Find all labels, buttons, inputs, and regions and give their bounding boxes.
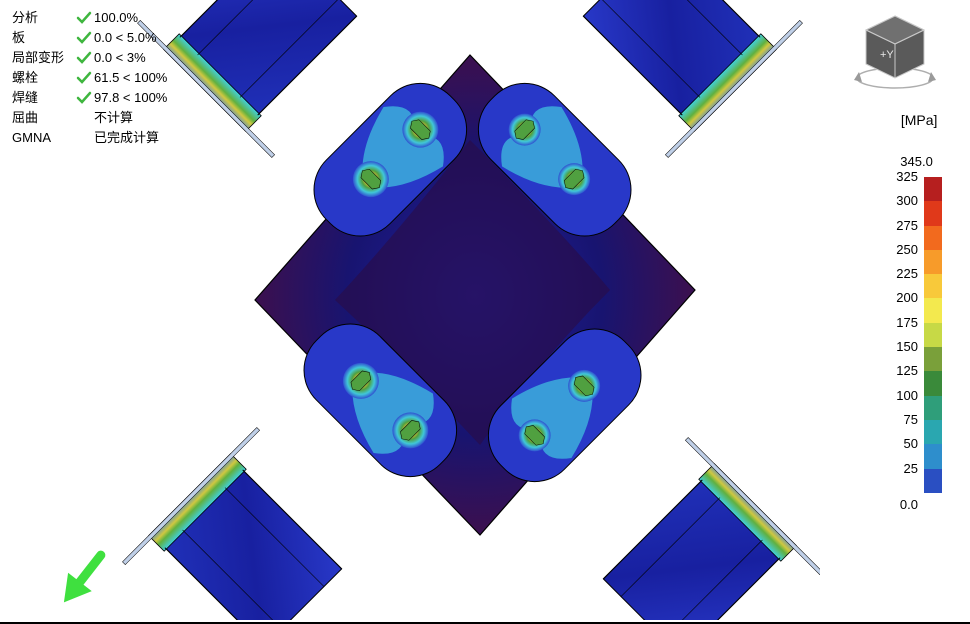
legend-seg (924, 250, 942, 274)
result-row: GMNA 已完成计算 (12, 128, 167, 148)
legend-seg (924, 201, 942, 225)
legend-tick: 325 (896, 171, 918, 195)
legend-tick: 275 (896, 220, 918, 244)
result-row: 分析 100.0% (12, 8, 167, 28)
load-arrow-icon (48, 543, 118, 616)
legend-seg (924, 274, 942, 298)
legend-seg (924, 469, 942, 493)
result-label: 板 (12, 28, 74, 48)
legend-tick: 250 (896, 244, 918, 268)
legend-seg (924, 444, 942, 468)
fea-model (120, 0, 820, 620)
check-icon (74, 30, 94, 46)
result-label: GMNA (12, 128, 74, 148)
result-value: 0.0 < 5.0% (94, 28, 157, 48)
result-row: 局部变形 0.0 < 3% (12, 48, 167, 68)
legend-tick: 300 (896, 195, 918, 219)
result-value: 61.5 < 100% (94, 68, 167, 88)
legend-min: 0.0 (896, 497, 942, 512)
result-label: 屈曲 (12, 108, 74, 128)
legend-seg (924, 347, 942, 371)
legend-tick: 125 (896, 365, 918, 389)
legend-seg (924, 226, 942, 250)
result-value: 0.0 < 3% (94, 48, 146, 68)
legend-tick: 175 (896, 317, 918, 341)
legend-seg (924, 298, 942, 322)
result-row: 焊缝 97.8 < 100% (12, 88, 167, 108)
color-legend: [MPa] 345.0 325 300 275 250 225 200 175 … (896, 112, 942, 512)
result-row: 屈曲 不计算 (12, 108, 167, 128)
result-value: 97.8 < 100% (94, 88, 167, 108)
result-label: 焊缝 (12, 88, 74, 108)
legend-seg (924, 371, 942, 395)
result-label: 局部变形 (12, 48, 74, 68)
legend-tick: 150 (896, 341, 918, 365)
result-value: 100.0% (94, 8, 138, 28)
result-value: 不计算 (94, 108, 133, 128)
check-icon (74, 50, 94, 66)
check-icon (74, 10, 94, 26)
legend-tick: 50 (896, 438, 918, 462)
result-row: 板 0.0 < 5.0% (12, 28, 167, 48)
legend-ticks: 325 300 275 250 225 200 175 150 125 100 … (896, 171, 918, 487)
legend-unit: [MPa] (896, 112, 942, 128)
legend-seg (924, 420, 942, 444)
legend-tick: 225 (896, 268, 918, 292)
legend-tick: 75 (896, 414, 918, 438)
result-label: 螺栓 (12, 68, 74, 88)
legend-max: 345.0 (896, 154, 942, 169)
legend-seg (924, 177, 942, 201)
result-label: 分析 (12, 8, 74, 28)
results-panel: 分析 100.0% 板 0.0 < 5.0% 局部变形 0.0 < 3% 螺栓 … (12, 8, 167, 148)
check-icon (74, 90, 94, 106)
result-value: 已完成计算 (94, 128, 159, 148)
legend-tick: 25 (896, 463, 918, 487)
navcube-face-label: +Y (880, 49, 894, 61)
nav-cube[interactable]: +Y (850, 10, 940, 95)
legend-tick: 200 (896, 292, 918, 316)
check-icon (74, 70, 94, 86)
result-row: 螺栓 61.5 < 100% (12, 68, 167, 88)
legend-tick: 100 (896, 390, 918, 414)
legend-seg (924, 396, 942, 420)
legend-bar (924, 177, 942, 493)
legend-seg (924, 323, 942, 347)
